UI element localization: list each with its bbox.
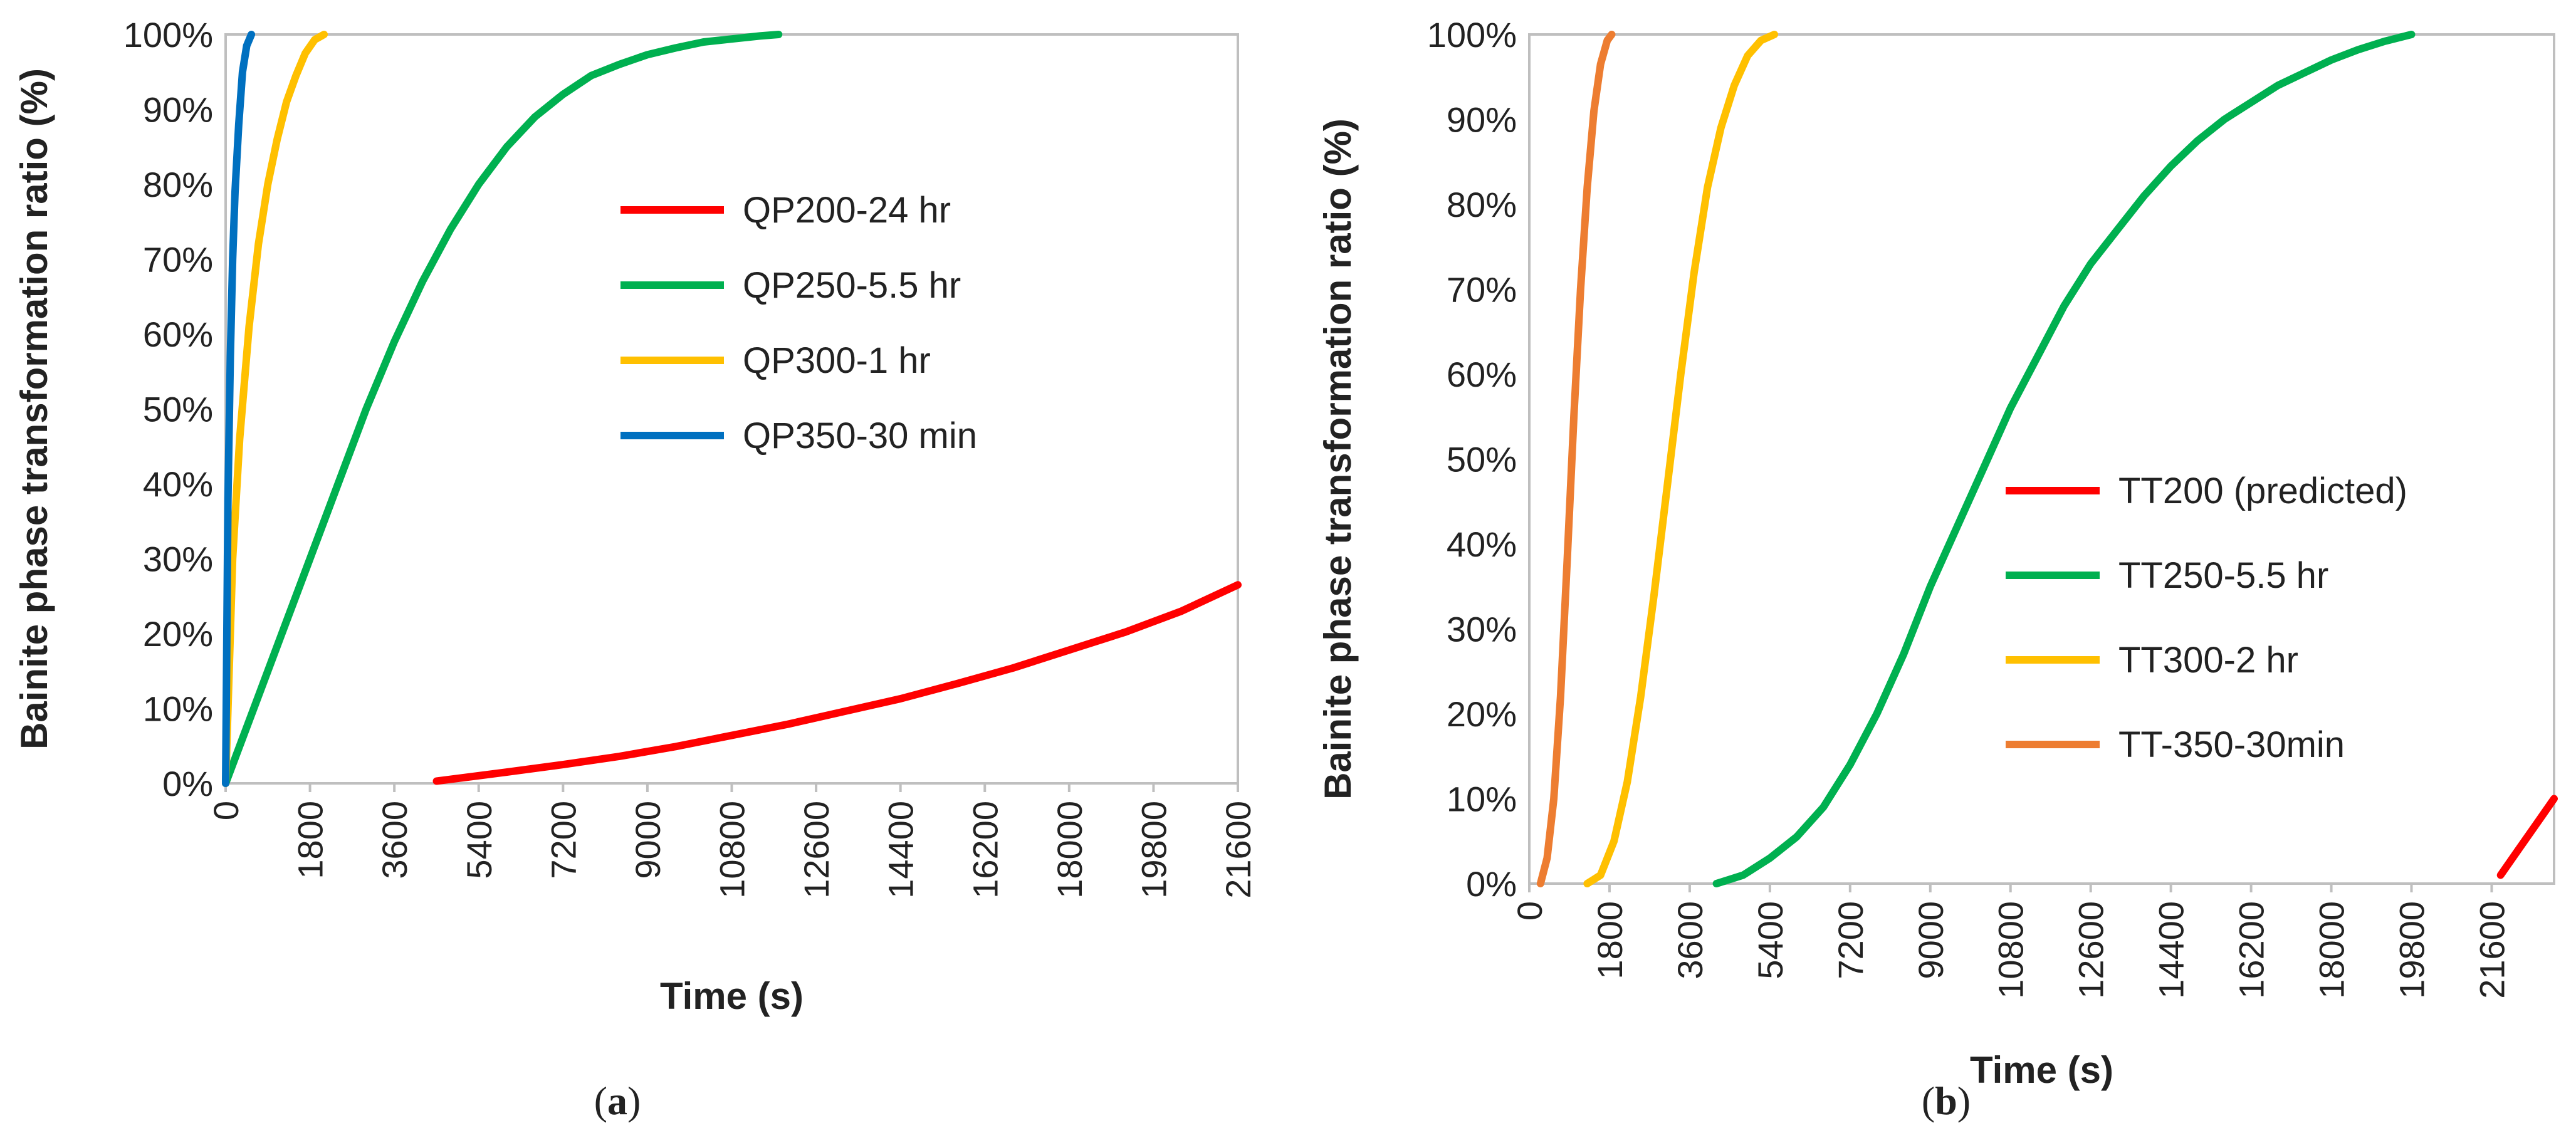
chart-b-x-axis-label: Time (s): [1970, 1049, 2113, 1091]
chart-b-y-tick-label: 50%: [1447, 440, 1517, 479]
chart-b-x-tick-label: 7200: [1831, 901, 1870, 979]
chart-panel-b: 0% 10% 20% 30% 40% 50% 60% 70% 80% 90% 100% 0 1800 36…: [1317, 15, 2558, 1123]
chart-b-series-line-4: [1536, 31, 1616, 887]
chart-a-y-tick-label: 20%: [143, 614, 213, 654]
chart-b-x-tick-label: 5400: [1751, 901, 1790, 979]
chart-a-panel-caption: (a): [594, 1078, 641, 1123]
chart-b-y-tick-label: 10%: [1447, 780, 1517, 819]
chart-b-y-tick-label: 70%: [1447, 270, 1517, 310]
chart-a-x-tick-label: 12600: [797, 801, 836, 899]
chart-b-x-tick-label: 18000: [2312, 901, 2352, 999]
chart-a-legend-label-4: QP350-30 min: [743, 415, 977, 456]
chart-b-y-axis-label: Bainite phase transformation ratio (%): [1317, 118, 1359, 800]
chart-a-x-tick-label: 3600: [375, 801, 414, 879]
chart-b-y-tick-label: 30%: [1447, 610, 1517, 649]
chart-b-y-tick-label: 100%: [1427, 15, 1517, 55]
chart-a-series-line-3: [222, 31, 328, 787]
chart-a-x-tick-label: 7200: [543, 801, 583, 879]
chart-a-legend-label-2: QP250-5.5 hr: [743, 265, 961, 306]
chart-b-legend-label-2: TT250-5.5 hr: [2118, 555, 2328, 596]
chart-a-x-tick-label: 14400: [881, 801, 921, 899]
chart-a-y-tick-label: 90%: [143, 90, 213, 130]
chart-a-y-tick-label: 60%: [143, 315, 213, 354]
chart-a-y-tick-label: 100%: [123, 15, 213, 55]
chart-a-x-tick-label: 1800: [291, 801, 330, 879]
chart-a-y-tick-label: 70%: [143, 240, 213, 279]
chart-a-plot-area: [224, 33, 1239, 785]
chart-a-x-tick-label: 9000: [628, 801, 668, 879]
chart-a-x-tick-label: 19800: [1134, 801, 1173, 899]
chart-b-legend: TT200 (predicted) TT250-5.5 hr TT300-2 hr T…: [2006, 471, 2407, 765]
chart-b-x-tick-label: 21600: [2472, 901, 2511, 999]
chart-b-x-tick-label: 14400: [2152, 901, 2191, 999]
chart-b-x-tick-label: 0: [1510, 901, 1549, 921]
chart-b-x-tick-label: 16200: [2232, 901, 2271, 999]
chart-a-y-axis-label: Bainite phase transformation ratio (%): [13, 68, 55, 749]
chart-a-y-tick-label: 30%: [143, 540, 213, 579]
chart-b-x-tick-label: 9000: [1911, 901, 1950, 979]
chart-b-plot-area: [1528, 33, 2555, 885]
chart-a-x-tick-label: 16200: [965, 801, 1005, 899]
chart-a-legend: QP200-24 hr QP250-5.5 hr QP300-1 hr QP350-3…: [620, 190, 977, 456]
chart-b-legend-label-3: TT300-2 hr: [2118, 640, 2298, 681]
chart-a-legend-label-3: QP300-1 hr: [743, 340, 931, 381]
chart-panel-a: 0% 10% 20% 30% 40% 50% 60% 70% 80% 90% 100% 0 1800 36…: [13, 15, 1258, 1123]
chart-a-x-tick-label: 5400: [459, 801, 499, 879]
chart-b-legend-label-1: TT200 (predicted): [2118, 471, 2407, 511]
chart-b-series-line-2: [1712, 31, 2416, 887]
chart-b-x-tick-label: 19800: [2392, 901, 2432, 999]
chart-a-x-tick-label: 10800: [713, 801, 752, 899]
chart-b-y-tick-label: 90%: [1447, 100, 1517, 140]
chart-a-y-tick-label: 10%: [143, 689, 213, 729]
chart-a-series-line-4: [222, 31, 256, 787]
chart-a-series-line-1: [432, 581, 1242, 785]
chart-a-y-tick-label: 80%: [143, 165, 213, 204]
chart-b-x-tick-label: 1800: [1590, 901, 1630, 979]
chart-a-legend-label-1: QP200-24 hr: [743, 190, 951, 231]
chart-b-series-line-3: [1583, 31, 1778, 887]
chart-b-y-tick-label: 40%: [1447, 525, 1517, 564]
chart-a-x-axis-label: Time (s): [660, 975, 804, 1017]
chart-b-x-tick-label: 10800: [1991, 901, 2031, 999]
chart-a-series-line-2: [222, 31, 783, 787]
chart-a-y-tick-label: 50%: [143, 390, 213, 429]
chart-a-y-tick-label: 40%: [143, 464, 213, 504]
chart-a-y-tick-label: 0%: [162, 764, 213, 803]
chart-b-series-line-1: [2496, 795, 2558, 879]
chart-b-x-tick-label: 12600: [2071, 901, 2111, 999]
chart-b-x-tick-label: 3600: [1670, 901, 1710, 979]
chart-b-y-tick-label: 80%: [1447, 185, 1517, 224]
chart-a-x-tick-label: 18000: [1050, 801, 1089, 899]
chart-a-x-tick-label: 21600: [1218, 801, 1258, 899]
chart-b-y-tick-label: 60%: [1447, 355, 1517, 394]
chart-b-legend-label-4: TT-350-30min: [2118, 724, 2345, 765]
chart-b-y-tick-label: 0%: [1466, 864, 1517, 904]
chart-a-x-tick-label: 0: [206, 801, 246, 820]
chart-b-y-tick-label: 20%: [1447, 694, 1517, 734]
chart-b-panel-caption: (b): [1922, 1078, 1971, 1123]
